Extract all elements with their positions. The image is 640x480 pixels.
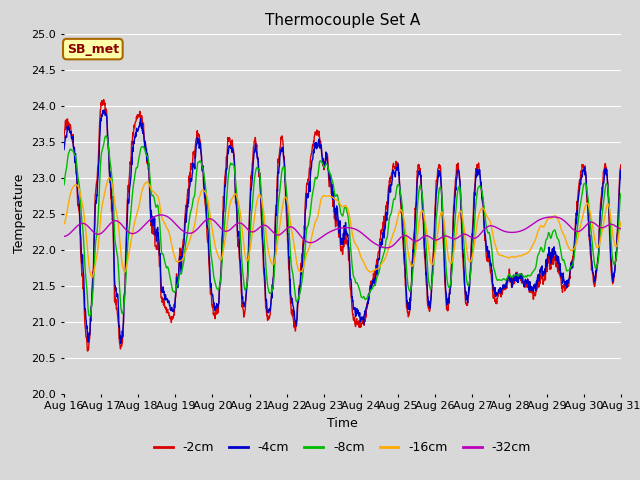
-32cm — [318, 234, 326, 240]
-4cm — [617, 167, 625, 173]
-32cm — [383, 245, 390, 251]
-8cm — [102, 133, 110, 139]
-2cm — [308, 143, 316, 148]
-8cm — [378, 258, 385, 264]
-16cm — [127, 242, 134, 248]
Line: -4cm: -4cm — [64, 110, 621, 343]
-8cm — [86, 313, 93, 319]
Legend: -2cm, -4cm, -8cm, -16cm, -32cm: -2cm, -4cm, -8cm, -16cm, -32cm — [149, 436, 536, 459]
-16cm — [104, 178, 111, 184]
-32cm — [617, 226, 625, 231]
-8cm — [60, 182, 68, 188]
-16cm — [378, 261, 385, 267]
Y-axis label: Temperature: Temperature — [13, 174, 26, 253]
-8cm — [617, 191, 625, 197]
-16cm — [319, 193, 326, 199]
-32cm — [103, 224, 111, 230]
-8cm — [127, 214, 134, 219]
-16cm — [308, 230, 316, 236]
-8cm — [308, 192, 316, 197]
-32cm — [378, 244, 385, 250]
-16cm — [297, 269, 305, 275]
-4cm — [319, 156, 326, 162]
-32cm — [157, 212, 165, 218]
-4cm — [378, 240, 385, 245]
Line: -32cm: -32cm — [64, 215, 621, 248]
-2cm — [60, 135, 68, 141]
-2cm — [100, 97, 108, 103]
X-axis label: Time: Time — [327, 417, 358, 430]
-2cm — [297, 261, 305, 266]
-4cm — [117, 340, 125, 346]
-2cm — [127, 161, 134, 167]
-2cm — [617, 162, 625, 168]
-16cm — [617, 219, 625, 225]
-2cm — [84, 348, 92, 354]
-4cm — [308, 156, 316, 162]
-32cm — [297, 233, 305, 239]
-32cm — [308, 240, 316, 245]
-4cm — [127, 178, 134, 183]
-32cm — [126, 230, 134, 236]
Title: Thermocouple Set A: Thermocouple Set A — [265, 13, 420, 28]
-16cm — [106, 175, 113, 180]
-8cm — [104, 139, 111, 145]
-8cm — [297, 285, 305, 290]
-2cm — [319, 161, 326, 167]
-4cm — [100, 108, 108, 113]
-4cm — [104, 128, 111, 133]
Text: SB_met: SB_met — [67, 43, 119, 56]
-4cm — [297, 270, 305, 276]
-16cm — [88, 274, 96, 280]
-4cm — [60, 147, 68, 153]
Line: -2cm: -2cm — [64, 100, 621, 351]
Line: -16cm: -16cm — [64, 178, 621, 277]
-16cm — [60, 221, 68, 227]
Line: -8cm: -8cm — [64, 136, 621, 316]
-2cm — [104, 135, 111, 141]
-32cm — [60, 234, 68, 240]
-2cm — [378, 231, 385, 237]
-8cm — [319, 160, 326, 166]
